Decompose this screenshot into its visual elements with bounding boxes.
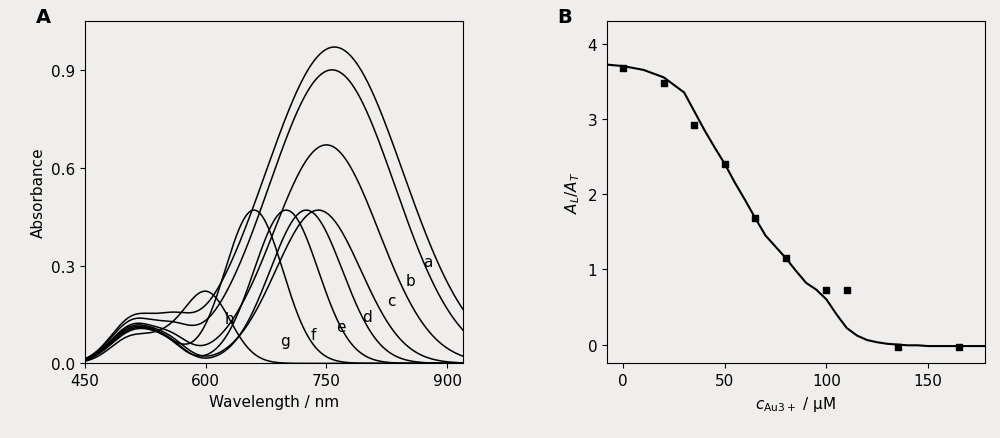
Text: h: h: [224, 311, 234, 326]
Text: b: b: [405, 274, 415, 289]
Text: c: c: [387, 293, 395, 308]
Text: A: A: [36, 8, 51, 27]
Point: [818, 286, 834, 293]
Point: [615, 65, 631, 72]
Point: [686, 122, 702, 129]
Point: [890, 343, 906, 350]
X-axis label: Wavelength / nm: Wavelength / nm: [209, 394, 339, 409]
Text: f: f: [310, 328, 316, 343]
Point: [717, 161, 733, 168]
Text: g: g: [281, 333, 290, 348]
Text: a: a: [423, 254, 432, 269]
Point: [951, 343, 967, 350]
Point: [656, 81, 672, 88]
Text: d: d: [363, 310, 372, 325]
X-axis label: $c_{\mathrm{Au3+}}$ / μM: $c_{\mathrm{Au3+}}$ / μM: [755, 394, 836, 413]
Point: [778, 255, 794, 262]
Text: B: B: [558, 8, 572, 27]
Point: [839, 286, 855, 293]
Y-axis label: $A_L/A_T$: $A_L/A_T$: [563, 172, 582, 214]
Point: [747, 215, 763, 222]
Y-axis label: Absorbance: Absorbance: [30, 148, 45, 238]
Text: e: e: [336, 319, 346, 334]
